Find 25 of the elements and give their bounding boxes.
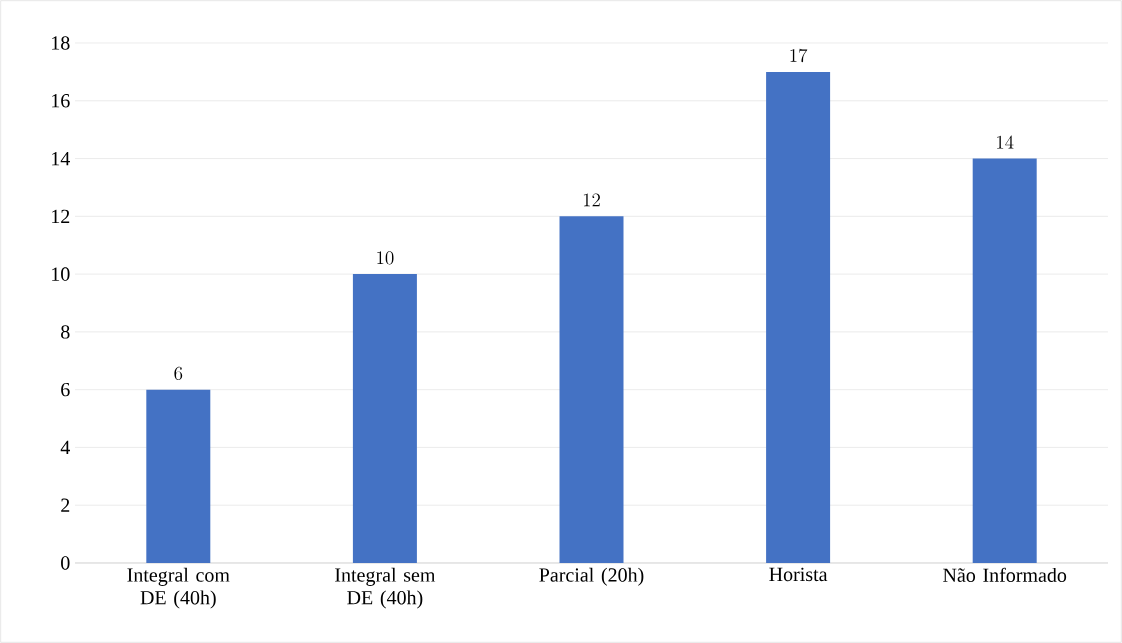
data-label: 12 xyxy=(583,193,600,207)
x-tick-label: Integral com DE (40h) xyxy=(127,567,230,609)
x-tick-label: Parcial (20h) xyxy=(539,567,644,586)
y-tick-label: 10 xyxy=(52,267,70,281)
bar xyxy=(972,158,1037,563)
y-tick-label: 2 xyxy=(61,498,70,512)
x-tick-label: Horista xyxy=(769,567,828,582)
bar xyxy=(559,216,624,563)
bar xyxy=(766,71,831,563)
x-tick-label: Não Informado xyxy=(943,567,1067,582)
y-tick-label: 4 xyxy=(60,440,70,455)
y-tick-label: 12 xyxy=(52,209,70,223)
y-tick-label: 0 xyxy=(61,556,70,570)
y-tick-label: 18 xyxy=(52,36,70,50)
bar xyxy=(352,274,417,563)
y-tick-label: 6 xyxy=(61,382,70,397)
data-label: 10 xyxy=(377,251,394,265)
y-tick-label: 14 xyxy=(52,151,70,166)
bar xyxy=(146,389,211,563)
data-label: 14 xyxy=(997,135,1014,149)
x-tick-label: Integral sem DE (40h) xyxy=(335,567,436,609)
y-tick-label: 8 xyxy=(61,325,70,339)
data-label: 17 xyxy=(790,48,808,63)
data-label: 6 xyxy=(174,366,183,381)
y-tick-label: 16 xyxy=(52,94,70,108)
